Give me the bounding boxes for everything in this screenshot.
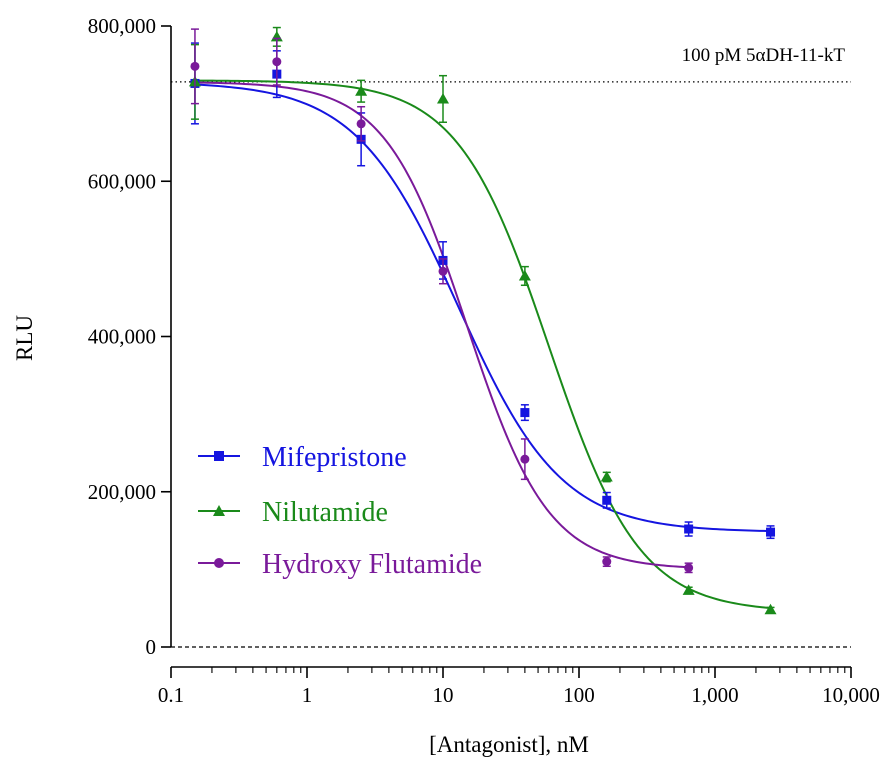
legend-marker-circle — [214, 558, 224, 568]
legend-item-nilutamide: Nilutamide — [198, 497, 388, 528]
data-point-triangle — [355, 85, 368, 96]
fit-curve-1 — [194, 79, 771, 610]
data-point-square — [766, 527, 776, 537]
data-point-circle — [438, 266, 448, 276]
legend-label-hydroxy-flutamide: Hydroxy Flutamide — [262, 549, 482, 580]
data-point-triangle — [764, 603, 777, 615]
fit-curve-2 — [194, 81, 689, 569]
data-point-circle — [602, 557, 612, 567]
data-point-square — [602, 495, 612, 505]
y-tick-label: 800,000 — [88, 14, 156, 38]
data-point-circle — [190, 61, 200, 71]
legend-item-mifepristone: Mifepristone — [198, 442, 407, 473]
x-tick-label: 0.1 — [158, 683, 184, 707]
legend-marker-square — [214, 451, 224, 461]
y-axis-title: RLU — [12, 315, 37, 361]
legend-marker-triangle — [213, 505, 225, 516]
data-points — [188, 26, 777, 615]
x-tick-label: 10 — [433, 683, 454, 707]
data-point-square — [684, 524, 694, 534]
x-tick-label: 1 — [302, 683, 313, 707]
legend-label-nilutamide: Nilutamide — [262, 497, 388, 528]
axes: 0 200,000 400,000 600,000 800,000 0.1 1 10 100 1,… — [88, 14, 880, 707]
data-point-circle — [684, 563, 694, 573]
data-point-circle — [356, 119, 366, 129]
fit-curve-0 — [194, 83, 771, 533]
data-point-triangle — [437, 92, 449, 104]
data-point-square — [520, 408, 530, 418]
y-tick-label: 400,000 — [88, 325, 156, 349]
legend-label-mifepristone: Mifepristone — [262, 442, 407, 473]
x-axis-title: [Antagonist], nM — [429, 732, 589, 757]
legend-item-hydroxy-flutamide: Hydroxy Flutamide — [198, 549, 482, 580]
legend: Mifepristone Nilutamide Hydroxy Flutamid… — [198, 442, 482, 580]
data-point-triangle — [518, 269, 531, 281]
y-tick-label: 200,000 — [88, 480, 156, 504]
x-tick-label: 100 — [563, 683, 595, 707]
y-tick-label: 0 — [146, 635, 157, 659]
data-point-triangle — [682, 584, 695, 595]
y-tick-label: 600,000 — [88, 169, 156, 193]
data-point-circle — [520, 454, 530, 464]
reference-line-label: 100 pM 5αDH-11-kT — [682, 45, 846, 66]
x-tick-label: 1,000 — [691, 683, 738, 707]
data-point-triangle — [600, 471, 613, 482]
data-point-circle — [272, 57, 282, 67]
x-tick-label: 10,000 — [822, 683, 880, 707]
